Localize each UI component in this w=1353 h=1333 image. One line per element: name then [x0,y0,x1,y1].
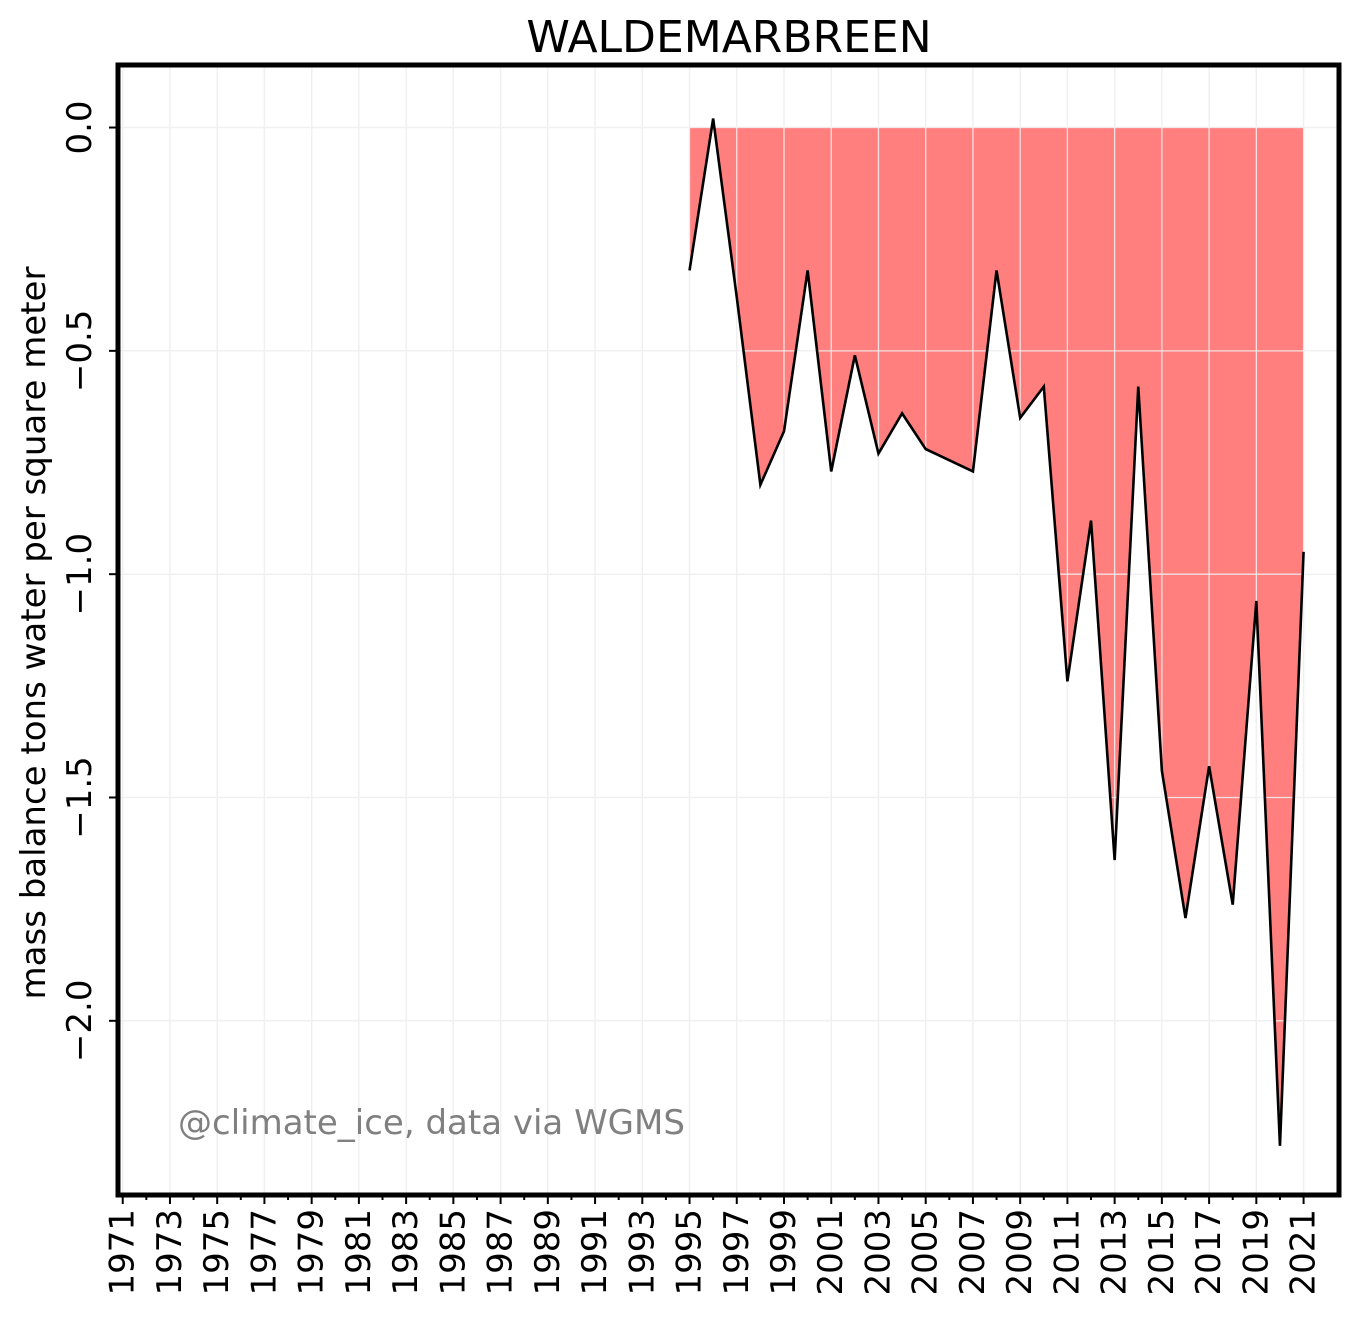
x-tick-label: 1981 [339,1209,379,1296]
x-tick-label: 1983 [386,1209,426,1296]
x-tick-label: 2013 [1095,1209,1135,1296]
y-axis-label: mass balance tons water per square meter [14,267,54,1000]
axes-frame [115,62,1342,1198]
x-tick-label: 2019 [1236,1209,1276,1296]
x-tick-label: 2011 [1047,1209,1087,1296]
x-tick-label: 2001 [811,1209,851,1296]
y-tick-label: −1.5 [60,756,100,839]
x-tick-label: 1993 [622,1209,662,1296]
x-tick-label: 1997 [717,1209,757,1296]
y-tick-label: −0.5 [60,310,100,393]
x-tick-label: 1999 [764,1209,804,1296]
x-tick-label: 1985 [433,1209,473,1296]
x-tick-label: 2003 [858,1209,898,1296]
x-tick-label: 1979 [292,1209,332,1296]
watermark-annotation: @climate_ice, data via WGMS [178,1103,685,1143]
x-tick-label: 1975 [197,1209,237,1296]
x-tick-label: 1989 [528,1209,568,1296]
x-tick-label: 2015 [1142,1209,1182,1296]
x-tick-label: 1973 [150,1209,190,1296]
x-axis-ticks: 1971 1973 1975 1977 1979 1981 1983 1985 1987 1989… [103,1195,1324,1296]
x-tick-label: 2007 [953,1209,993,1296]
y-tick-label: −1.0 [60,533,100,616]
x-tick-label: 1995 [670,1209,710,1296]
x-tick-label: 2021 [1284,1209,1324,1296]
chart-title: WALDEMARBREEN [526,12,931,63]
x-tick-label: 2017 [1189,1209,1229,1296]
x-tick-label: 1991 [575,1209,615,1296]
x-tick-label: 1987 [481,1209,521,1296]
x-tick-label: 1977 [244,1209,284,1296]
y-tick-label: −2.0 [60,980,100,1063]
mass-balance-area [689,127,1304,1146]
y-axis-ticks: 0.0 −0.5 −1.0 −1.5 −2.0 [60,100,118,1062]
x-tick-label: 1971 [103,1209,143,1296]
mass-balance-line [688,118,1305,1146]
x-tick-label: 2009 [1000,1209,1040,1296]
y-tick-label: 0.0 [60,100,100,154]
x-tick-label: 2005 [906,1209,946,1296]
